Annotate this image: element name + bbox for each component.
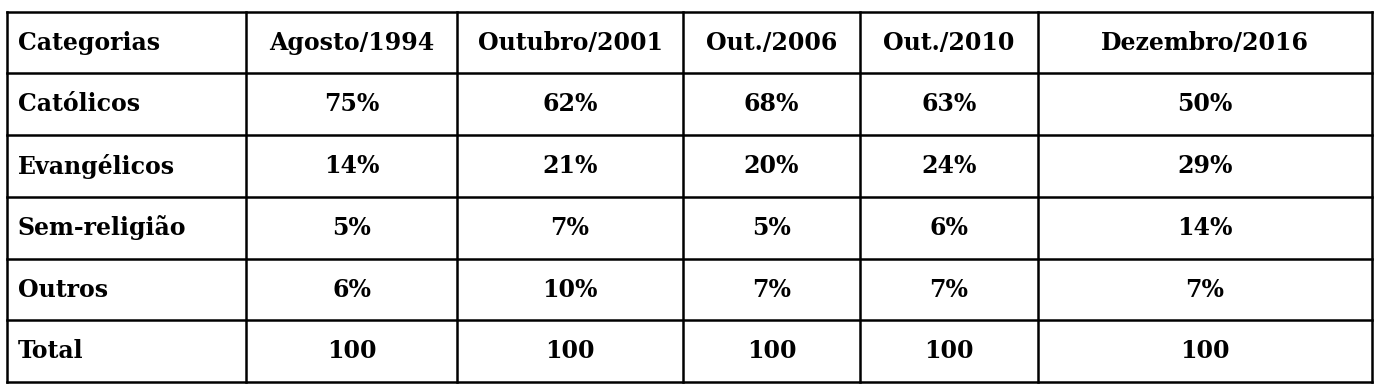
Text: 6%: 6%: [930, 216, 968, 240]
Text: 20%: 20%: [744, 154, 799, 178]
Text: Outros: Outros: [18, 278, 109, 301]
Text: 100: 100: [924, 339, 974, 363]
Text: 50%: 50%: [1177, 92, 1232, 116]
Text: 6%: 6%: [333, 278, 371, 301]
Text: 100: 100: [546, 339, 595, 363]
Text: 7%: 7%: [752, 278, 791, 301]
Text: 100: 100: [1180, 339, 1229, 363]
Text: 62%: 62%: [542, 92, 598, 116]
Text: Categorias: Categorias: [18, 30, 160, 55]
Text: 29%: 29%: [1177, 154, 1233, 178]
Text: 21%: 21%: [542, 154, 598, 178]
Text: Evangélicos: Evangélicos: [18, 154, 175, 179]
Text: Dezembro/2016: Dezembro/2016: [1101, 30, 1309, 55]
Text: Total: Total: [18, 339, 84, 363]
Text: 63%: 63%: [921, 92, 976, 116]
Text: Agosto/1994: Agosto/1994: [270, 30, 434, 55]
Text: Out./2010: Out./2010: [883, 30, 1015, 55]
Text: 75%: 75%: [324, 92, 380, 116]
Text: 7%: 7%: [550, 216, 590, 240]
Text: 7%: 7%: [930, 278, 968, 301]
Text: Out./2006: Out./2006: [705, 30, 837, 55]
Text: 68%: 68%: [744, 92, 799, 116]
Text: 7%: 7%: [1185, 278, 1225, 301]
Text: 14%: 14%: [324, 154, 380, 178]
Text: 5%: 5%: [752, 216, 791, 240]
Text: Outubro/2001: Outubro/2001: [477, 30, 663, 55]
Text: 5%: 5%: [333, 216, 371, 240]
Text: 14%: 14%: [1177, 216, 1233, 240]
Text: Sem-religião: Sem-religião: [18, 215, 187, 240]
Text: 100: 100: [747, 339, 796, 363]
Text: 24%: 24%: [921, 154, 976, 178]
Text: Católicos: Católicos: [18, 92, 140, 116]
Text: 100: 100: [327, 339, 377, 363]
Text: 10%: 10%: [542, 278, 598, 301]
